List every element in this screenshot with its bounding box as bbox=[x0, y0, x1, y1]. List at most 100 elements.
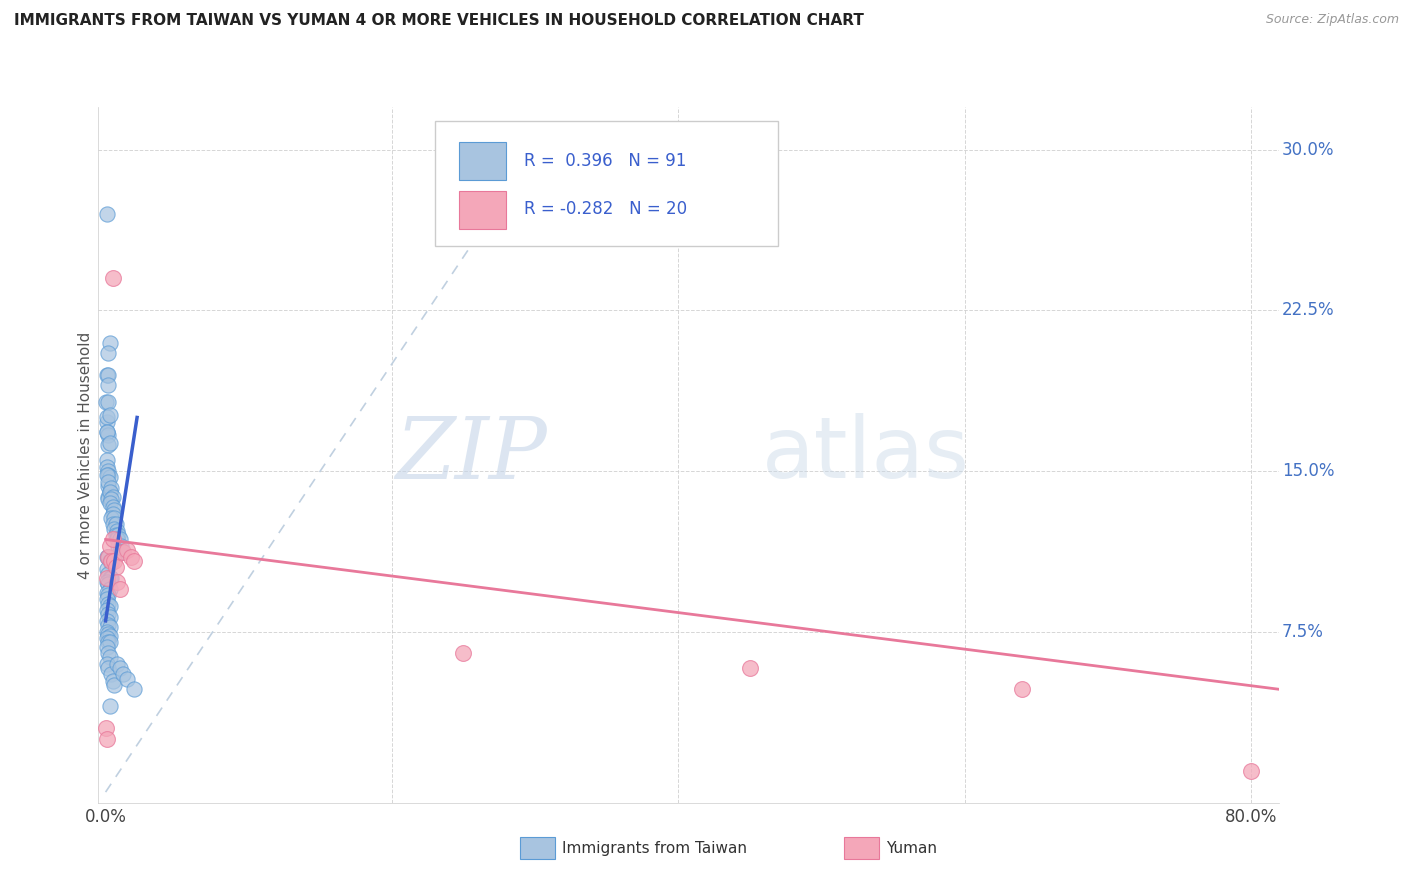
Point bbox=[96, 603, 118, 617]
Point bbox=[98, 470, 121, 484]
FancyBboxPatch shape bbox=[458, 191, 506, 229]
Point bbox=[97, 479, 120, 493]
Point bbox=[96, 453, 118, 467]
Point bbox=[100, 571, 122, 585]
Point bbox=[97, 475, 120, 489]
Point bbox=[97, 635, 120, 649]
Point bbox=[97, 427, 120, 442]
Point bbox=[1240, 764, 1263, 778]
Point bbox=[96, 368, 118, 382]
Point bbox=[100, 481, 122, 495]
Point bbox=[96, 395, 118, 409]
Point bbox=[97, 566, 120, 581]
Point bbox=[98, 485, 121, 500]
Point bbox=[96, 614, 118, 628]
Point bbox=[100, 667, 122, 681]
Point bbox=[98, 571, 121, 585]
Point bbox=[98, 436, 121, 450]
Text: 30.0%: 30.0% bbox=[1282, 141, 1334, 159]
Point bbox=[97, 618, 120, 632]
Point bbox=[96, 549, 118, 564]
Point bbox=[97, 549, 120, 564]
Point bbox=[1011, 682, 1033, 697]
Point bbox=[96, 207, 118, 221]
Point bbox=[97, 549, 120, 564]
Point bbox=[97, 438, 120, 452]
Point bbox=[96, 425, 118, 440]
Point bbox=[122, 554, 145, 568]
Point bbox=[98, 629, 121, 643]
Point bbox=[96, 410, 118, 425]
Point bbox=[98, 650, 121, 665]
Point bbox=[107, 539, 129, 553]
Point bbox=[103, 502, 125, 516]
Point bbox=[96, 425, 118, 440]
Point bbox=[97, 661, 120, 675]
Point bbox=[96, 575, 118, 590]
Point bbox=[97, 468, 120, 483]
Point bbox=[103, 678, 125, 692]
Point bbox=[101, 533, 124, 547]
Point bbox=[96, 459, 118, 474]
Text: atlas: atlas bbox=[762, 413, 970, 497]
Point bbox=[96, 624, 118, 639]
Point bbox=[98, 409, 121, 423]
Point bbox=[97, 597, 120, 611]
Point bbox=[98, 485, 121, 500]
Point bbox=[96, 657, 118, 671]
Point bbox=[98, 599, 121, 613]
Point bbox=[100, 554, 122, 568]
Point bbox=[103, 511, 125, 525]
Point bbox=[110, 539, 132, 553]
Point bbox=[97, 607, 120, 622]
Point bbox=[101, 500, 124, 515]
Point bbox=[104, 560, 127, 574]
Point bbox=[98, 620, 121, 634]
Y-axis label: 4 or more Vehicles in Household: 4 or more Vehicles in Household bbox=[77, 331, 93, 579]
FancyBboxPatch shape bbox=[458, 142, 506, 180]
Point bbox=[103, 554, 125, 568]
Point bbox=[97, 626, 120, 640]
Point bbox=[100, 556, 122, 570]
Point bbox=[115, 543, 138, 558]
Point bbox=[98, 335, 121, 350]
Point bbox=[107, 528, 129, 542]
Point bbox=[108, 533, 131, 547]
Point bbox=[98, 635, 121, 649]
Point bbox=[98, 539, 121, 553]
Point bbox=[105, 524, 128, 538]
Point bbox=[96, 721, 118, 735]
Point bbox=[108, 582, 131, 596]
Point bbox=[100, 491, 122, 506]
Point bbox=[101, 673, 124, 688]
Point bbox=[453, 646, 475, 660]
Point bbox=[97, 378, 120, 392]
Point bbox=[96, 731, 118, 746]
Point bbox=[98, 582, 121, 596]
Text: ZIP: ZIP bbox=[395, 414, 547, 496]
Point bbox=[122, 682, 145, 697]
Text: Yuman: Yuman bbox=[886, 841, 936, 855]
Text: IMMIGRANTS FROM TAIWAN VS YUMAN 4 OR MORE VEHICLES IN HOUSEHOLD CORRELATION CHAR: IMMIGRANTS FROM TAIWAN VS YUMAN 4 OR MOR… bbox=[14, 13, 863, 29]
Point bbox=[96, 415, 118, 429]
Point bbox=[111, 545, 134, 559]
Point bbox=[101, 517, 124, 532]
Point bbox=[98, 609, 121, 624]
Point bbox=[108, 545, 131, 559]
Point bbox=[96, 468, 118, 483]
Point bbox=[104, 528, 127, 542]
Point bbox=[100, 511, 122, 525]
Point bbox=[120, 549, 142, 564]
Point bbox=[101, 507, 124, 521]
Point bbox=[738, 661, 761, 675]
Point bbox=[97, 588, 120, 602]
Point bbox=[97, 464, 120, 478]
Point bbox=[101, 490, 124, 504]
Point bbox=[103, 522, 125, 536]
Point bbox=[111, 667, 134, 681]
Point bbox=[96, 592, 118, 607]
Point bbox=[97, 368, 120, 382]
Point bbox=[97, 491, 120, 506]
FancyBboxPatch shape bbox=[434, 121, 778, 246]
Text: R = -0.282   N = 20: R = -0.282 N = 20 bbox=[523, 201, 686, 219]
